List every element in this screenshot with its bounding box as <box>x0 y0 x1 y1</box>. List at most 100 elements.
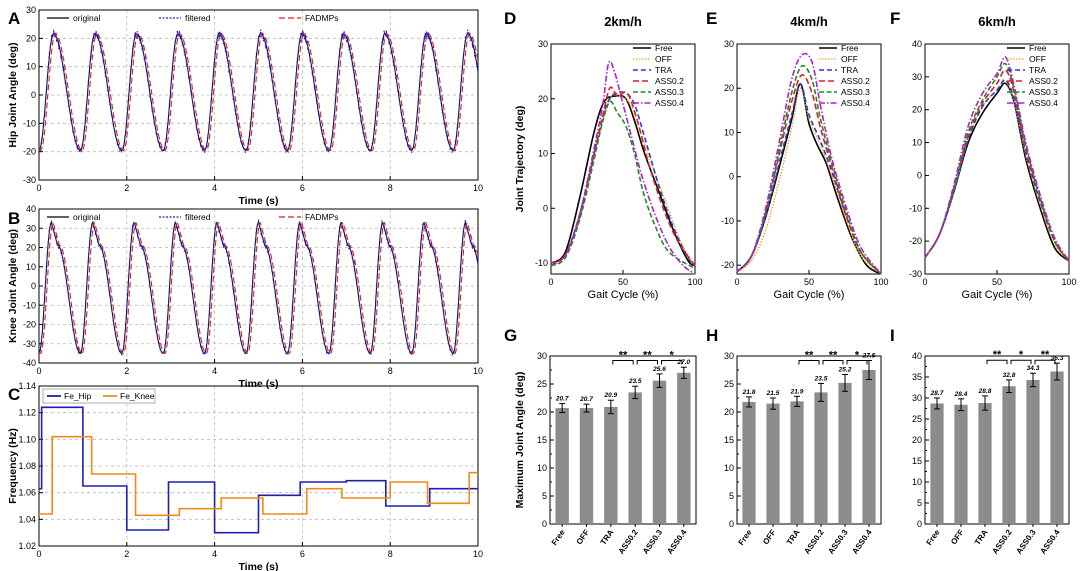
y-tick-label: 25 <box>724 379 734 389</box>
legend-label: Free <box>1029 43 1047 53</box>
data-label: 23.5 <box>628 378 642 385</box>
data-label: 27.5 <box>862 352 876 359</box>
category-label: ASS0.3 <box>641 528 665 556</box>
y-tick-label: 5 <box>542 491 547 501</box>
legend-label: FADMPs <box>305 212 339 222</box>
legend-label: ASS0.4 <box>1029 98 1058 108</box>
y-tick-label: 30 <box>26 223 36 233</box>
data-label: 20.7 <box>555 396 569 403</box>
legend-label: FADMPs <box>305 13 339 23</box>
significance-bracket <box>1010 359 1032 365</box>
series-line-FADMPs <box>39 33 478 152</box>
y-tick-label: 1.10 <box>18 434 36 444</box>
legend-label: Fe_Hip <box>64 391 92 401</box>
y-tick-label: 15 <box>537 435 547 445</box>
data-label: 28.4 <box>954 391 968 398</box>
panel-label: A <box>8 9 20 28</box>
y-tick-label: -20 <box>23 147 36 157</box>
x-tick-label: 6 <box>300 183 305 193</box>
category-label: ASS0.3 <box>1014 528 1038 556</box>
y-tick-label: 5 <box>917 498 922 508</box>
y-tick-label: 20 <box>538 94 548 104</box>
y-tick-label: -20 <box>909 236 922 246</box>
x-tick-label: 6 <box>300 549 305 559</box>
legend-label: ASS0.4 <box>655 98 684 108</box>
x-tick-label: 4 <box>212 549 217 559</box>
panel-e: E -20 -10 0 10 20 30 0 50 100 4km/h Gait Cycle (%) F… <box>706 9 889 301</box>
significance-label: * <box>1019 349 1024 361</box>
y-tick-label: -10 <box>535 258 548 268</box>
significance-bracket <box>798 359 820 365</box>
data-label: 34.3 <box>1027 365 1040 372</box>
x-axis-label: Gait Cycle (%) <box>588 289 659 301</box>
significance-label: ** <box>1041 349 1050 361</box>
series-line-TRA <box>550 90 696 267</box>
category-label: ASS0.3 <box>826 528 850 556</box>
y-tick-label: 15 <box>724 435 734 445</box>
y-tick-label: -20 <box>721 260 734 270</box>
panel-label: D <box>504 9 516 28</box>
y-tick-label: 35 <box>912 372 922 382</box>
y-tick-label: 10 <box>912 477 922 487</box>
category-label: OFF <box>949 528 966 546</box>
significance-label: * <box>670 349 675 361</box>
category-label: OFF <box>575 528 592 546</box>
legend-label: filtered <box>185 212 211 222</box>
significance-label: ** <box>829 349 838 361</box>
legend-label: OFF <box>1029 54 1046 64</box>
significance-label: ** <box>619 349 628 361</box>
category-label: TRA <box>785 528 802 547</box>
bar <box>604 406 618 524</box>
bar <box>1002 386 1016 524</box>
x-axis-label: Gait Cycle (%) <box>962 289 1033 301</box>
legend-label: ASS0.2 <box>1029 76 1058 86</box>
bar <box>579 408 594 524</box>
x-tick-label: 6 <box>300 366 305 376</box>
y-tick-label: 20 <box>912 435 922 445</box>
y-tick-label: 10 <box>26 262 36 272</box>
bar <box>1050 371 1064 524</box>
y-tick-label: -30 <box>23 339 36 349</box>
legend-label: ASS0.3 <box>655 87 684 97</box>
panel-f: F -30 -20 -10 0 10 20 30 40 0 50 100 6km/h Gait Cycle… <box>890 9 1077 301</box>
bar <box>555 408 569 524</box>
series-line-ASS0.4 <box>924 56 1070 262</box>
category-label: OFF <box>761 528 778 546</box>
y-tick-label: 5 <box>729 491 734 501</box>
panel-label: B <box>8 209 20 228</box>
series-line-Free <box>924 82 1070 262</box>
legend-label: filtered <box>185 13 211 23</box>
x-tick-label: 50 <box>804 277 814 287</box>
x-tick-label: 4 <box>212 366 217 376</box>
significance-label: ** <box>643 349 652 361</box>
y-tick-label: 40 <box>912 39 922 49</box>
y-tick-label: -10 <box>23 300 36 310</box>
x-tick-label: 0 <box>548 277 553 287</box>
bar <box>790 401 804 524</box>
bar <box>742 401 756 524</box>
y-tick-label: 20 <box>724 83 734 93</box>
bar <box>862 370 876 524</box>
significance-label: ** <box>993 349 1002 361</box>
y-tick-label: 20 <box>912 105 922 115</box>
x-tick-label: 100 <box>1061 277 1076 287</box>
category-label: TRA <box>599 528 616 547</box>
y-tick-label: 1.08 <box>18 461 36 471</box>
category-label: ASS0.2 <box>990 528 1014 556</box>
data-label: 20.9 <box>604 392 618 399</box>
y-tick-label: 0 <box>542 519 547 529</box>
series-line-ASS0.4 <box>550 60 696 275</box>
bar <box>1026 379 1040 524</box>
y-axis-label: Knee Joint Angle (deg) <box>7 229 19 343</box>
bar <box>814 392 828 524</box>
x-tick-label: 0 <box>36 366 41 376</box>
bar <box>652 380 667 524</box>
chart-title: 2km/h <box>604 14 642 29</box>
data-label: 21.8 <box>742 389 756 396</box>
panel-label: C <box>8 385 20 404</box>
y-tick-label: 30 <box>912 72 922 82</box>
series-line-OFF <box>924 80 1070 262</box>
legend-label: ASS0.3 <box>841 87 870 97</box>
legend-label: ASS0.3 <box>1029 87 1058 97</box>
